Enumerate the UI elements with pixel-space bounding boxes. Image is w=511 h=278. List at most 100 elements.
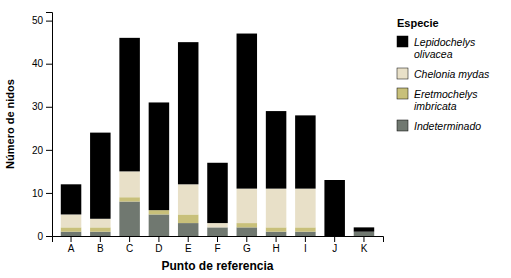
x-tick-mark [71,236,72,242]
y-tick-label: 10 [32,188,44,199]
legend-swatch [397,68,408,79]
x-tick-mark [246,236,247,242]
bar-segment [207,163,228,223]
legend-item: Eretmochelysimbricata [397,88,478,112]
x-tick-label: H [272,243,279,254]
x-tick-label: A [68,243,75,254]
bar-segment [149,214,170,236]
bar-segment [266,232,287,236]
bar-segment [207,223,228,227]
bar-segment [237,34,258,189]
x-tick: F [214,236,220,254]
bars [61,34,374,236]
bar-segment [61,227,82,231]
y-tick: 30 [32,101,52,112]
y-tick-label: 50 [32,15,44,26]
x-tick: G [243,236,251,254]
bar-segment [237,189,258,223]
bar-segment [90,219,111,228]
x-tick-mark [334,236,335,242]
legend-item: Indeterminado [397,120,481,132]
x-tick: A [68,236,75,254]
legend-swatch [397,88,408,99]
y-tick: 40 [32,58,52,69]
y-tick-mark [46,150,52,151]
x-tick: J [332,236,337,254]
x-tick-mark [100,236,101,242]
bar-segment [207,227,228,236]
x-tick-label: J [332,243,337,254]
y-tick: 0 [37,231,52,242]
x-tick: C [126,236,133,254]
x-tick-label: B [97,243,104,254]
bar-segment [178,42,199,184]
x-tick: K [361,236,368,254]
bar-segment [354,232,375,236]
y-tick-label: 40 [32,58,44,69]
x-tick-label: I [304,243,307,254]
x-tick-mark [188,236,189,242]
x-tick-mark [305,236,306,242]
x-tick-mark [158,236,159,242]
bar-segment [266,227,287,231]
legend-title: Especie [397,17,439,29]
legend-label: Chelonia mydas [414,68,490,80]
x-axis-title: Punto de referencia [161,259,273,273]
x-tick: E [185,236,192,254]
bar-segment [149,102,170,210]
x-tick-label: G [243,243,251,254]
bar-segment [61,232,82,236]
bar-segment [295,232,316,236]
y-tick-mark [46,236,52,237]
y-tick: 20 [32,145,52,156]
x-tick-mark [129,236,130,242]
x-tick-label: D [155,243,162,254]
chart: 0 10 20 30 40 50 A B C D E F G H I J K Punto de referenci… [0,0,511,278]
y-tick-label: 30 [32,101,44,112]
y-tick: 50 [32,15,52,26]
x-tick-mark [276,236,277,242]
bar-segment [266,189,287,228]
legend-item: Chelonia mydas [397,68,490,80]
x-axis: A B C D E F G H I J K [53,236,384,254]
bar-segment [295,227,316,231]
legend: Especie Lepidochelysolivacea Chelonia myda… [397,17,490,132]
bar-segment [61,184,82,214]
x-tick: B [97,236,104,254]
x-tick: H [272,236,279,254]
x-tick: I [304,236,307,254]
x-tick: D [155,236,162,254]
x-tick-label: E [185,243,192,254]
bar-segment [178,223,199,236]
bar-segment [119,38,140,172]
x-tick-mark [217,236,218,242]
bar-segment [178,214,199,223]
y-axis-line [46,13,53,237]
x-tick-mark [363,236,364,242]
y-tick-mark [46,193,52,194]
bar-segment [61,214,82,227]
legend-swatch [397,36,408,47]
bar-segment [295,115,316,188]
bar-segment [90,133,111,219]
y-tick-mark [46,107,52,108]
bar-segment [354,227,375,231]
bar-segment [237,223,258,227]
bar-segment [266,111,287,189]
bar-segment [295,189,316,228]
bar-segment [90,232,111,236]
legend-label: Eretmochelysimbricata [414,88,478,112]
x-axis-line [53,237,384,243]
bar-segment [149,210,170,214]
legend-label: Indeterminado [414,120,481,132]
y-tick-mark [46,21,52,22]
bar-segment [119,171,140,197]
bar-segment [178,184,199,214]
y-tick-label: 0 [37,231,43,242]
bar-segment [324,180,345,236]
y-tick-label: 20 [32,145,44,156]
legend-swatch [397,120,408,131]
legend-item: Lepidochelysolivacea [397,36,476,60]
legend-label: Lepidochelysolivacea [414,36,476,60]
bar-segment [119,197,140,201]
